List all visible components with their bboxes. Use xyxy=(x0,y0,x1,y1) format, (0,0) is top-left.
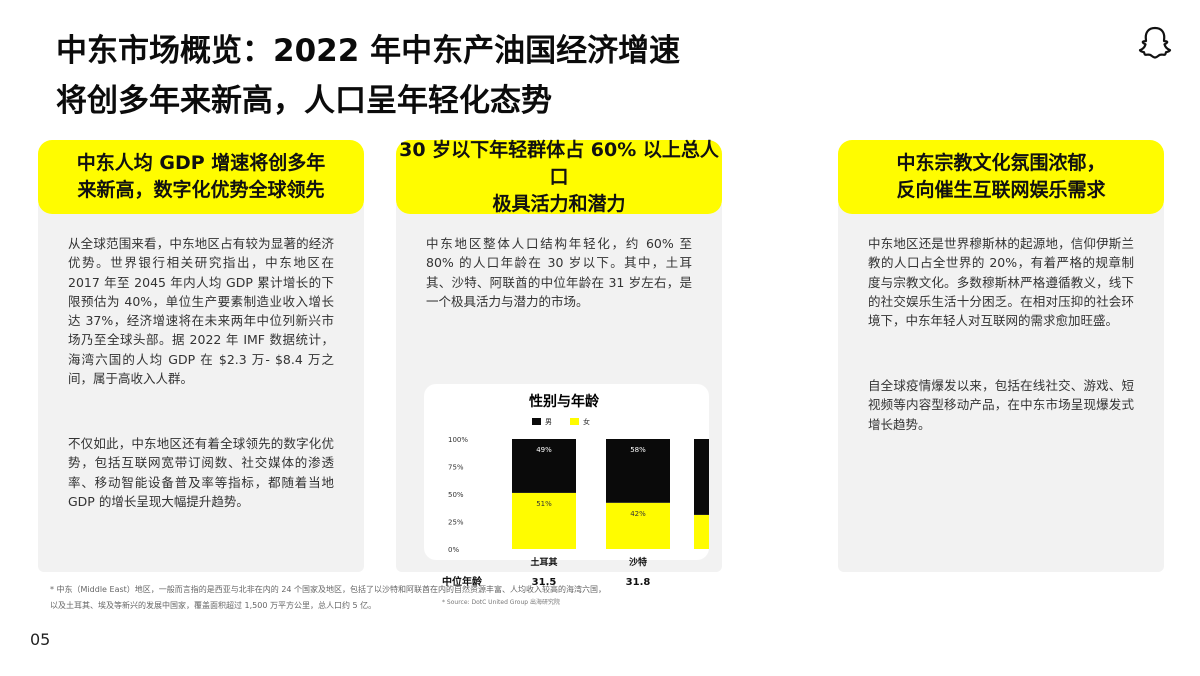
content-panel-religion: 中东地区还是世界穆斯林的起源地，信仰伊斯兰教的人口占全世界的 20%，有着严格的… xyxy=(838,204,1164,572)
chart-card: 性别与年龄 男 女 100% 75% 50% 25% 0% 49% 51% 土耳其 31.5 58… xyxy=(424,384,709,606)
bar-label-male: 58% xyxy=(630,446,646,454)
heading-line: 极具活力和潜力 xyxy=(492,192,626,215)
footnote-line: * 中东（Middle East）地区，一般而言指的是西亚与北非在内的 24 个… xyxy=(50,585,607,594)
legend-swatch-female xyxy=(570,418,579,425)
bar-male-2 xyxy=(694,439,709,515)
bar-female-0 xyxy=(512,492,576,549)
heading-pill-religion: 中东宗教文化氛围浓郁， 反向催生互联网娱乐需求 xyxy=(838,140,1164,214)
bar-male-0 xyxy=(512,439,576,493)
y-tick-label: 75% xyxy=(448,464,464,472)
paragraph: 中东地区整体人口结构年轻化，约 60% 至 80% 的人口年龄在 30 岁以下。… xyxy=(426,236,692,309)
paragraph: 不仅如此，中东地区还有着全球领先的数字化优势，包括互联网宽带订阅数、社交媒体的渗… xyxy=(68,436,334,509)
median-age-value: 31.8 xyxy=(626,577,651,588)
y-tick-label: 50% xyxy=(448,491,464,499)
heading-line: 中东宗教文化氛围浓郁， xyxy=(896,152,1106,174)
bar-label-female: 51% xyxy=(536,500,552,508)
page-title: 中东市场概览：2022 年中东产油国经济增速 将创多年来新高，人口呈年轻化态势 xyxy=(56,26,1056,126)
footnote: * 中东（Middle East）地区，一般而言指的是西亚与北非在内的 24 个… xyxy=(50,582,1150,614)
snapchat-ghost-icon xyxy=(1138,26,1172,59)
gender-age-chart: 性别与年龄 男 女 100% 75% 50% 25% 0% 49% 51% 土耳其 31.5 58… xyxy=(442,393,709,606)
heading-line: 反向催生互联网娱乐需求 xyxy=(896,179,1106,201)
paragraph: 中东地区还是世界穆斯林的起源地，信仰伊斯兰教的人口占全世界的 20%，有着严格的… xyxy=(868,236,1134,329)
heading-line: 中东人均 GDP 增速将创多年 xyxy=(76,152,326,174)
bar-label-male: 49% xyxy=(536,446,552,454)
paragraph: 从全球范围来看，中东地区占有较为显著的经济优势。世界银行相关研究指出，中东地区在… xyxy=(68,236,334,387)
heading-pill-population: 30 岁以下年轻群体占 60% 以上总人口 极具活力和潜力 xyxy=(396,138,722,215)
bar-label-female: 42% xyxy=(630,510,646,518)
chart-title: 性别与年龄 xyxy=(529,393,600,410)
page-number: 05 xyxy=(30,630,51,649)
page-title-line2: 将创多年来新高，人口呈年轻化态势 xyxy=(56,83,552,119)
y-tick-label: 25% xyxy=(448,519,464,527)
page-title-line1: 中东市场概览：2022 年中东产油国经济增速 xyxy=(56,33,681,69)
content-panel-population: 中东地区整体人口结构年轻化，约 60% 至 80% 的人口年龄在 30 岁以下。… xyxy=(396,204,722,606)
category-label: 土耳其 xyxy=(530,556,557,568)
paragraph: 自全球疫情爆发以来，包括在线社交、游戏、短视频等内容型移动产品，在中东市场呈现爆… xyxy=(868,378,1134,432)
y-tick-label: 100% xyxy=(448,436,468,444)
content-panel-gdp: 从全球范围来看，中东地区占有较为显著的经济优势。世界银行相关研究指出，中东地区在… xyxy=(38,204,364,572)
bar-female-1 xyxy=(606,502,670,549)
y-tick-label: 0% xyxy=(448,546,459,554)
bar-male-1 xyxy=(606,439,670,503)
chart-source: * Source: DotC United Group 出海研究院 xyxy=(442,598,560,606)
median-age-value: 31.5 xyxy=(532,577,557,588)
legend-swatch-male xyxy=(532,418,541,425)
heading-line: 30 岁以下年轻群体占 60% 以上总人口 xyxy=(399,138,719,188)
median-age-label: 中位年龄 xyxy=(442,575,483,588)
heading-line: 来新高，数字化优势全球领先 xyxy=(77,179,325,201)
legend-label-female: 女 xyxy=(583,417,590,426)
bar-female-2 xyxy=(694,514,709,549)
category-label: 沙特 xyxy=(629,556,647,568)
footnote-line: 以及土耳其、埃及等新兴的发展中国家，覆盖面积超过 1,500 万平方公里，总人口… xyxy=(50,601,377,610)
heading-pill-gdp: 中东人均 GDP 增速将创多年 来新高，数字化优势全球领先 xyxy=(38,140,364,214)
legend-label-male: 男 xyxy=(545,418,552,426)
